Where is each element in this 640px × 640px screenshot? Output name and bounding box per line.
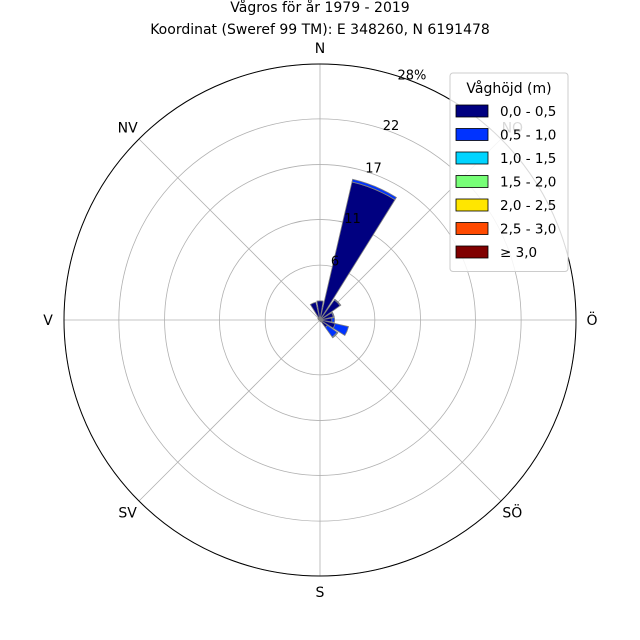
bar-ONO-1 — [331, 311, 335, 318]
legend-swatch — [455, 104, 489, 118]
bar-NNO-1 — [351, 178, 397, 201]
legend-label: 2,0 - 2,5 — [500, 198, 556, 214]
legend-swatch — [455, 151, 489, 165]
chart-subtitle: Koordinat (Sweref 99 TM): E 348260, N 61… — [150, 22, 490, 38]
legend-swatch — [455, 222, 489, 235]
direction-label: Ö — [586, 311, 597, 329]
radial-tick-label: 28% — [398, 68, 427, 83]
legend-swatch — [455, 128, 489, 141]
direction-label: SV — [118, 505, 137, 521]
grid-spoke-5 — [138, 319, 321, 502]
legend-box — [449, 72, 569, 272]
legend-label: 1,5 - 2,0 — [500, 175, 556, 191]
radial-tick-label: 22 — [383, 119, 400, 134]
radial-tick-labels: 6 11 17 22 28% — [331, 68, 427, 269]
bar-Ö-1 — [331, 317, 336, 323]
direction-label: V — [43, 313, 53, 329]
grid-spoke-7 — [138, 138, 321, 321]
legend-label: 1,0 - 1,5 — [500, 151, 556, 167]
radial-tick-label: 6 — [331, 254, 339, 269]
outer-frame — [63, 63, 577, 577]
grid-spoke-3 — [319, 319, 502, 502]
wave-bars — [309, 178, 397, 339]
direction-label: S — [316, 585, 325, 601]
bar-NO-1 — [333, 298, 342, 307]
legend-label: 2,5 - 3,0 — [500, 222, 556, 238]
direction-label: N — [315, 41, 325, 57]
legend-swatch — [455, 175, 489, 188]
radial-tick-label: 11 — [344, 212, 361, 227]
direction-label: SÖ — [502, 503, 522, 521]
legend-title: Våghöjd (m) — [466, 80, 551, 97]
bar-OSO-1 — [332, 323, 349, 337]
legend-label: 0,0 - 0,5 — [500, 104, 556, 120]
radial-tick-label: 17 — [365, 161, 382, 176]
legend-items: 0,0 - 0,5 0,5 - 1,0 1,0 - 1,5 1,5 - 2,0 2,0 … — [455, 104, 556, 261]
legend-swatch — [455, 245, 489, 259]
legend-swatch — [455, 198, 489, 212]
bar-NNV-0 — [309, 301, 321, 321]
legend-label: ≥ 3,0 — [500, 245, 537, 261]
legend-label: 0,5 - 1,0 — [500, 128, 556, 144]
legend: Våghöjd (m) 0,0 - 0,5 0,5 - 1,0 1,0 - 1,5 1… — [449, 72, 569, 272]
bar-N-0 — [316, 300, 324, 321]
bar-NNO-0 — [319, 181, 396, 321]
direction-label: NV — [118, 121, 138, 137]
bar-SO-2 — [331, 331, 339, 339]
chart-title: Vågros för år 1979 - 2019 — [230, 0, 409, 16]
